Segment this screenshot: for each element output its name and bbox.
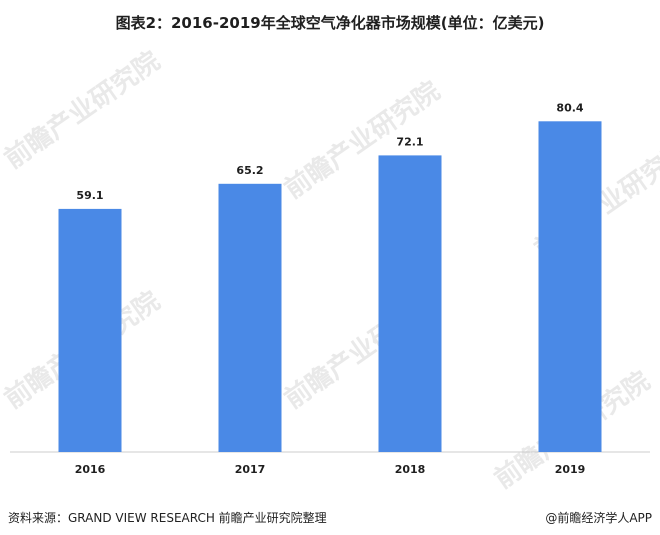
data-label-2019: 80.4 [556,101,583,114]
bar-2018 [378,155,442,452]
source-note: 资料来源：GRAND VIEW RESEARCH 前瞻产业研究院整理 [8,511,327,525]
x-tick-label-2016: 2016 [75,463,106,476]
data-label-2016: 59.1 [76,189,103,202]
chart-title: 图表2：2016-2019年全球空气净化器市场规模(单位：亿美元) [115,14,545,32]
bar-2019 [538,121,602,453]
data-label-2018: 72.1 [396,135,423,148]
credit-note: @前瞻经济学人APP [545,511,652,525]
bar-2016 [58,208,122,452]
x-tick-label-2019: 2019 [555,463,586,476]
x-tick-label-2017: 2017 [235,463,266,476]
bar-2017 [218,183,282,453]
x-tick-label-2018: 2018 [395,463,426,476]
data-label-2017: 65.2 [236,164,263,177]
